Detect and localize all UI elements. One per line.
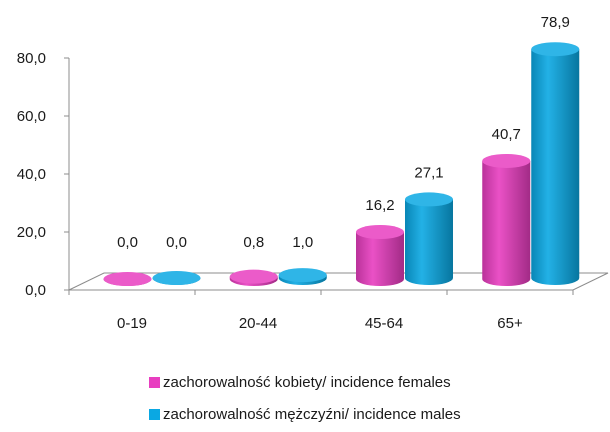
bar-body <box>482 160 531 286</box>
bar-top <box>531 42 580 57</box>
x-tick-label: 45-64 <box>365 315 403 332</box>
bar-males-65+ <box>531 42 580 285</box>
bar-top <box>229 269 278 284</box>
bar-body <box>405 199 453 285</box>
bar-females-45-64 <box>356 225 404 286</box>
bar-males-20-44 <box>278 268 327 285</box>
data-label: 40,7 <box>492 126 521 143</box>
legend-swatch-males <box>149 408 160 420</box>
data-label: 0,0 <box>117 234 138 251</box>
data-label: 0,8 <box>243 234 264 251</box>
y-tick-label: 20,0 <box>17 224 46 241</box>
bar-males-0-19 <box>152 271 201 285</box>
data-label: 1,0 <box>292 234 313 251</box>
bar-females-20-44 <box>229 269 278 286</box>
data-label: 16,2 <box>365 197 394 214</box>
bar-series <box>103 42 580 286</box>
legend-item-males: zachorowalność mężczyźni/ incidence male… <box>149 404 461 424</box>
y-tick-label: 40,0 <box>17 166 46 183</box>
x-tick-label: 65+ <box>497 315 523 332</box>
bar-females-0-19 <box>103 272 152 286</box>
y-tick-label: 0,0 <box>25 282 46 299</box>
bar-top <box>152 271 201 285</box>
y-axis: 0,0 20,0 40,0 60,0 80,0 <box>17 50 70 299</box>
data-labels: 0,0 0,0 0,8 1,0 16,2 27,1 40,7 78,9 <box>117 14 570 251</box>
data-label: 27,1 <box>414 164 443 181</box>
legend-swatch-females <box>149 376 160 388</box>
y-tick-label: 80,0 <box>17 50 46 67</box>
legend-label-males: zachorowalność mężczyźni/ incidence male… <box>163 405 461 423</box>
chart-floor <box>68 272 609 291</box>
bar-females-65+ <box>482 153 531 286</box>
x-axis: 0-19 20-44 45-64 65+ <box>68 290 574 332</box>
legend-item-females: zachorowalność kobiety/ incidence female… <box>149 372 451 392</box>
bar-top <box>405 192 453 207</box>
bar-top <box>103 272 152 286</box>
bar-top <box>278 268 327 283</box>
data-label: 0,0 <box>166 234 187 251</box>
x-tick-label: 0-19 <box>117 315 147 332</box>
data-label: 78,9 <box>541 14 570 31</box>
y-tick-label: 60,0 <box>17 108 46 125</box>
bar-top <box>482 153 531 168</box>
bar-body <box>356 232 404 286</box>
legend-label-females: zachorowalność kobiety/ incidence female… <box>163 373 451 391</box>
bar-males-45-64 <box>405 192 453 285</box>
floor-plane <box>68 272 609 291</box>
bar-body <box>531 49 580 285</box>
x-tick-label: 20-44 <box>239 315 277 332</box>
bar-top <box>356 225 404 240</box>
